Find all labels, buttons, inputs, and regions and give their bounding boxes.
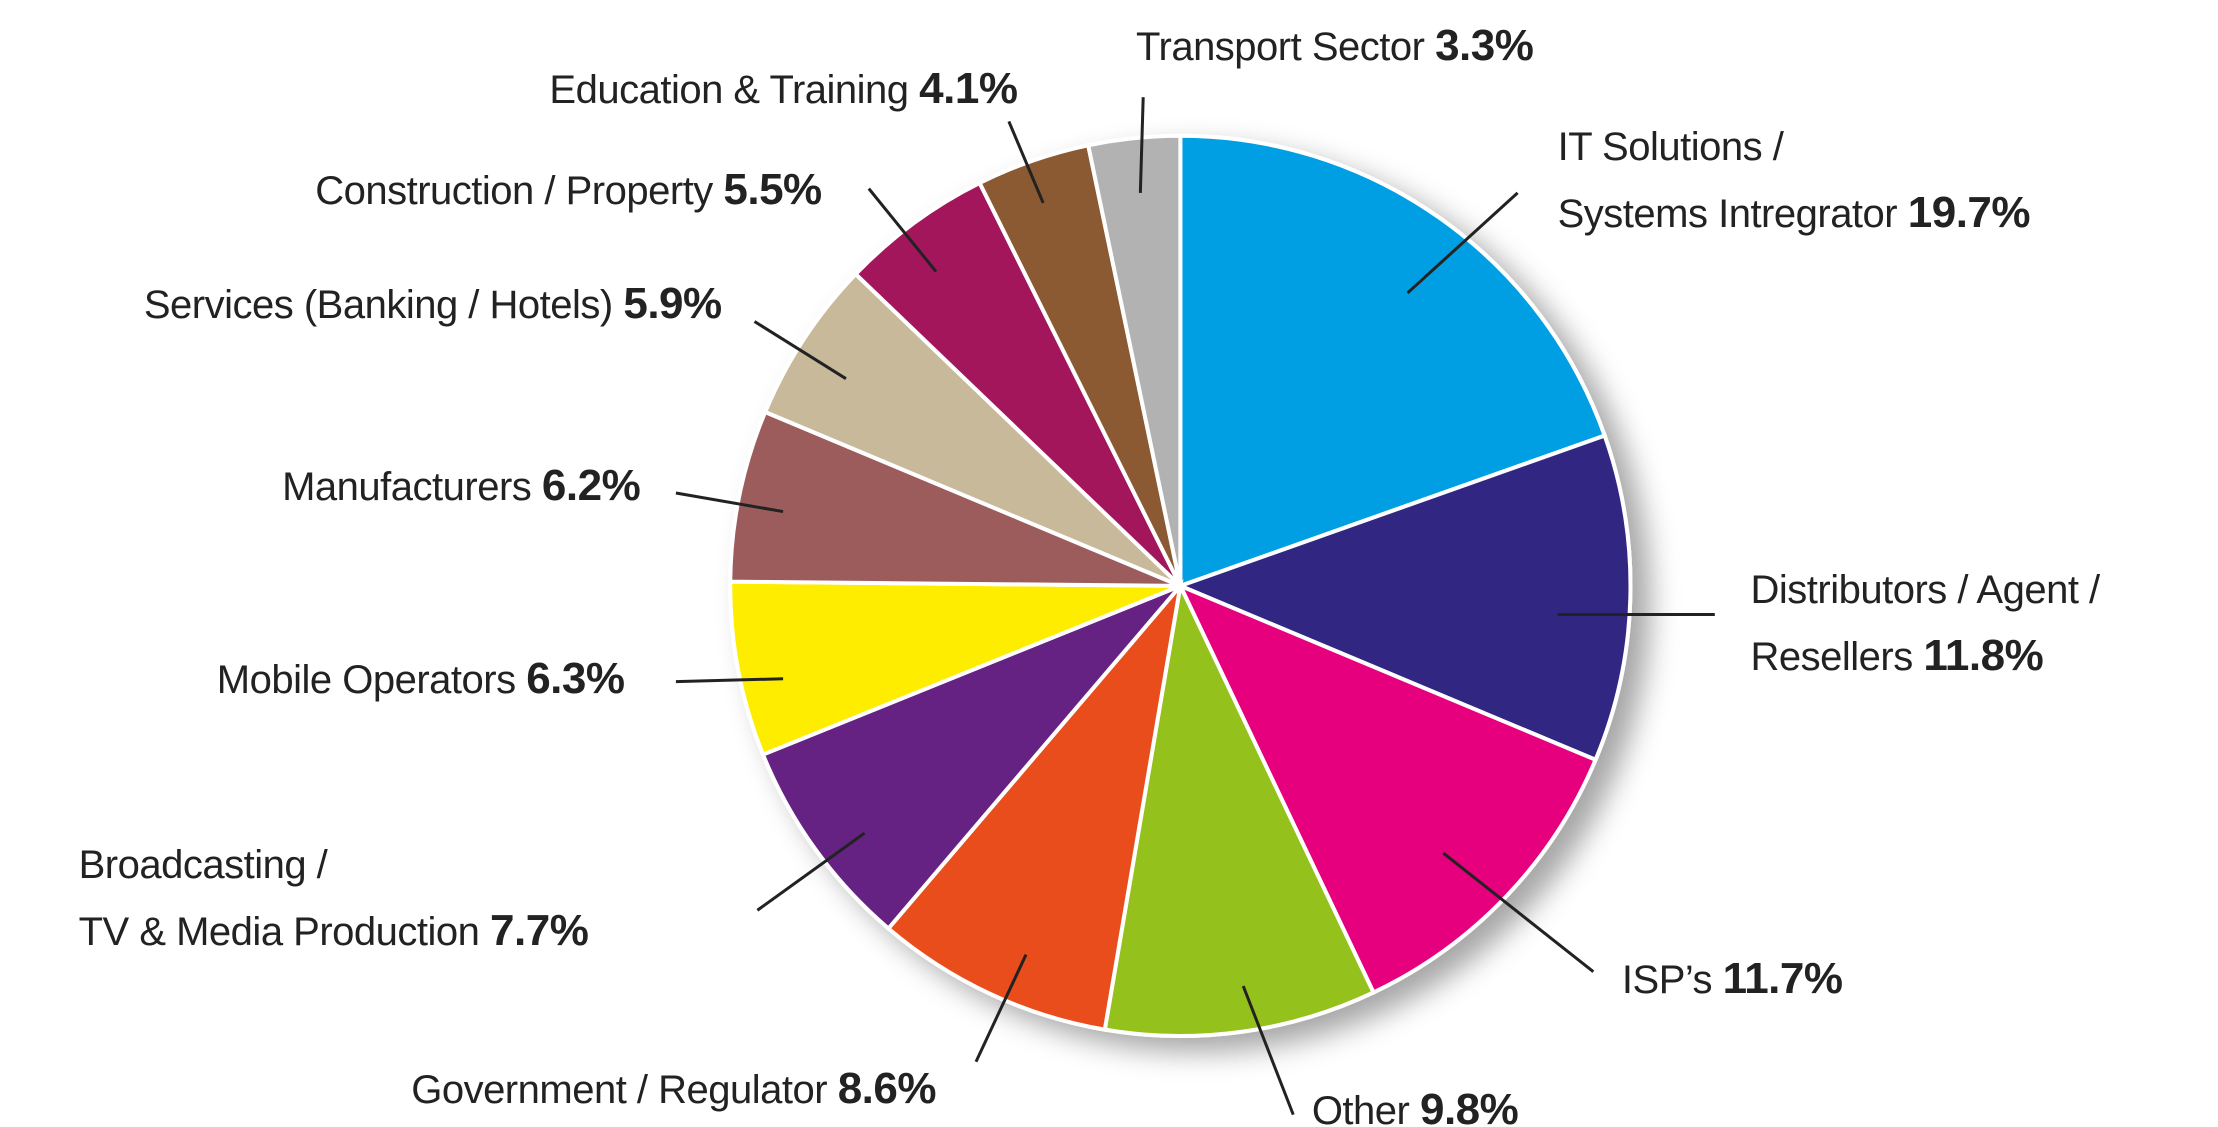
pie-slice (1102, 579, 1377, 1038)
value-label: 6.3% (526, 653, 625, 703)
leader-line (753, 320, 847, 380)
slice-label: Mobile Operators 6.3% (217, 646, 625, 713)
pie-slice (1178, 133, 1608, 589)
slice-label: IT Solutions / Systems Intregrator 19.7% (1557, 114, 2031, 247)
value-label: 8.6% (837, 1063, 937, 1113)
value-label: 6.2% (541, 460, 641, 510)
category-label: Manufacturers (282, 464, 532, 509)
value-label: 11.7% (1722, 953, 1843, 1003)
leader-line (756, 831, 866, 912)
category-label: Construction / Property (315, 169, 713, 214)
slice-label: Broadcasting / TV & Media Production 7.7… (79, 832, 589, 965)
category-label: Government / Regulator (411, 1067, 828, 1112)
pie-slice (762, 271, 1182, 588)
leader-line (974, 953, 1028, 1063)
value-label: 5.5% (723, 165, 822, 215)
slice-label: Manufacturers 6.2% (282, 453, 641, 520)
category-label: Distributors / Agent / Resellers (1750, 568, 2101, 680)
slice-label: Government / Regulator 8.6% (411, 1056, 936, 1123)
slice-label: Other 9.8% (1311, 1077, 1519, 1127)
pie-slice (728, 579, 1182, 758)
value-label: 9.8% (1419, 1085, 1519, 1127)
leader-line (1241, 985, 1295, 1116)
category-label: ISP’s (1621, 957, 1713, 1002)
pie-slice (852, 180, 1183, 588)
pie-slice (1085, 133, 1183, 587)
value-label: 19.7% (1907, 188, 2031, 238)
leader-line (1138, 97, 1145, 193)
leader-line (675, 677, 784, 684)
category-label: Other (1311, 1089, 1410, 1127)
category-label: Mobile Operators (216, 657, 516, 702)
value-label: 3.3% (1435, 20, 1534, 70)
leader-line (675, 491, 784, 514)
leader-line (1406, 191, 1519, 295)
pie-slice (1174, 433, 1633, 763)
pie-slice (728, 409, 1182, 588)
leaders (675, 97, 1715, 1116)
value-label: 11.8% (1923, 631, 2044, 681)
leader-line (867, 187, 938, 273)
leader-line (1007, 120, 1045, 204)
slice-label: Education & Training 4.1% (549, 56, 1018, 123)
category-label: Transport Sector (1136, 24, 1425, 69)
slice-label: Transport Sector 3.3% (1136, 13, 1534, 80)
category-label: Broadcasting / TV & Media Production (78, 842, 480, 954)
category-label: Services (Banking / Hotels) (143, 283, 613, 328)
leader-line (1442, 851, 1595, 973)
value-label: 4.1% (919, 63, 1018, 113)
category-label: IT Solutions / Systems Intregrator (1557, 125, 1898, 237)
value-label: 7.7% (490, 905, 589, 955)
slice-label: ISP’s 11.7% (1622, 946, 1843, 1013)
slice-label: Distributors / Agent / Resellers 11.8% (1750, 557, 2101, 690)
slice-label: Services (Banking / Hotels) 5.9% (144, 271, 722, 338)
slice-label: Construction / Property 5.5% (315, 157, 822, 224)
category-label: Education & Training (549, 67, 909, 112)
pie-slice (760, 584, 1182, 932)
pie-slice (885, 579, 1184, 1032)
value-label: 5.9% (623, 279, 722, 329)
pie (728, 133, 1633, 1038)
